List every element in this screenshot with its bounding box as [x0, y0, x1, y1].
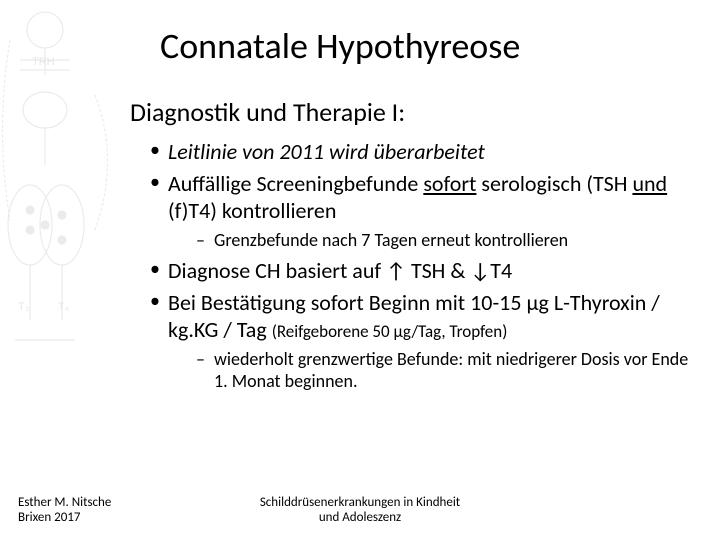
bullet-4-b: (Reifgeborene 50 µg/Tag, Tropfen) — [272, 321, 508, 342]
bullet-3: Diagnose CH basiert auf ↑ TSH & ↓T4 — [150, 257, 696, 285]
bullet-list: Leitlinie von 2011 wird überarbeitet Auf… — [150, 138, 696, 393]
footer-title: Schilddrüsenerkrankungen in Kindheit und… — [0, 495, 720, 526]
bullet-4: Bei Bestätigung sofort Beginn mit 10-15 … — [150, 289, 696, 393]
bullet-4-sublist: wiederholt grenzwertige Befunde: mit nie… — [196, 348, 696, 393]
bullet-2-sublist: Grenzbefunde nach 7 Tagen erneut kontrol… — [196, 229, 696, 252]
slide-title: Connatale Hypothyreose — [160, 24, 696, 68]
slide-content: Connatale Hypothyreose Diagnostik und Th… — [0, 0, 720, 393]
bullet-1: Leitlinie von 2011 wird überarbeitet — [150, 138, 696, 166]
bullet-2-a: Auffällige Screeningbefunde — [168, 170, 423, 197]
bullet-2-c: serologisch (TSH — [476, 170, 632, 197]
footer-title-1: Schilddrüsenerkrankungen in Kindheit — [260, 495, 460, 510]
bullet-2-b: sofort — [423, 170, 476, 197]
bullet-2-d: und — [632, 170, 667, 197]
bullet-4-sub: wiederholt grenzwertige Befunde: mit nie… — [196, 348, 696, 393]
bullet-2-sub: Grenzbefunde nach 7 Tagen erneut kontrol… — [196, 229, 696, 252]
footer-title-2: und Adoleszenz — [319, 510, 401, 525]
bullet-1-text: Leitlinie von 2011 wird überarbeitet — [168, 138, 485, 165]
bullet-2: Auffällige Screeningbefunde sofort serol… — [150, 170, 696, 252]
slide-subtitle: Diagnostik und Therapie I: — [130, 96, 696, 128]
bullet-2-e: (f)T4) kontrollieren — [168, 197, 336, 224]
